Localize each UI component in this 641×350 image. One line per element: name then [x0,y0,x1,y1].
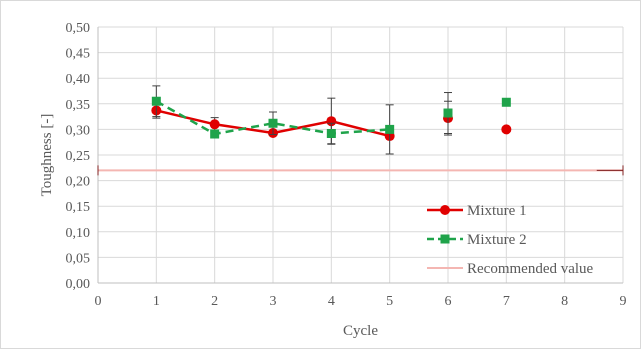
x-tick-label: 9 [620,294,627,309]
data-point-mixture-2 [385,124,395,134]
data-point-mixture-2 [210,129,220,139]
y-tick-label: 0,40 [66,72,91,87]
x-tick-label: 1 [153,294,160,309]
legend-swatch-marker [440,234,450,244]
legend-swatch-marker [440,205,450,215]
data-point-mixture-2 [443,108,453,118]
x-tick-label: 0 [95,294,102,309]
x-tick-label: 3 [270,294,277,309]
data-point-mixture-1 [209,119,220,130]
x-tick-label: 7 [503,294,510,309]
y-tick-label: 0,45 [66,47,91,62]
x-tick-label: 2 [211,294,218,309]
y-tick-label: 0,05 [66,251,91,266]
data-point-mixture-2 [151,96,161,106]
y-tick-label: 0,25 [66,149,91,164]
x-tick-label: 6 [445,294,452,309]
legend-label: Mixture 1 [467,203,527,219]
x-tick-label: 5 [386,294,393,309]
data-point-mixture-2 [268,118,278,128]
data-point-mixture-2 [326,128,336,138]
data-point-mixture-1 [501,124,512,135]
x-tick-label: 4 [328,294,335,309]
y-tick-label: 0,15 [66,200,91,215]
legend-label: Recommended value [467,261,594,277]
series-line-2 [155,100,390,136]
x-tick-label: 8 [561,294,568,309]
y-tick-label: 0,20 [66,175,91,190]
y-tick-label: 0,35 [66,98,91,113]
y-tick-label: 0,10 [66,226,91,241]
y-tick-label: 0,30 [66,123,91,138]
y-tick-label: 0,50 [66,21,91,36]
y-axis-title: Toughness [-] [39,114,55,197]
y-tick-label: 0,00 [66,277,91,292]
x-axis-title: Cycle [343,323,378,339]
legend-label: Mixture 2 [467,232,527,248]
data-point-mixture-2 [501,97,511,107]
